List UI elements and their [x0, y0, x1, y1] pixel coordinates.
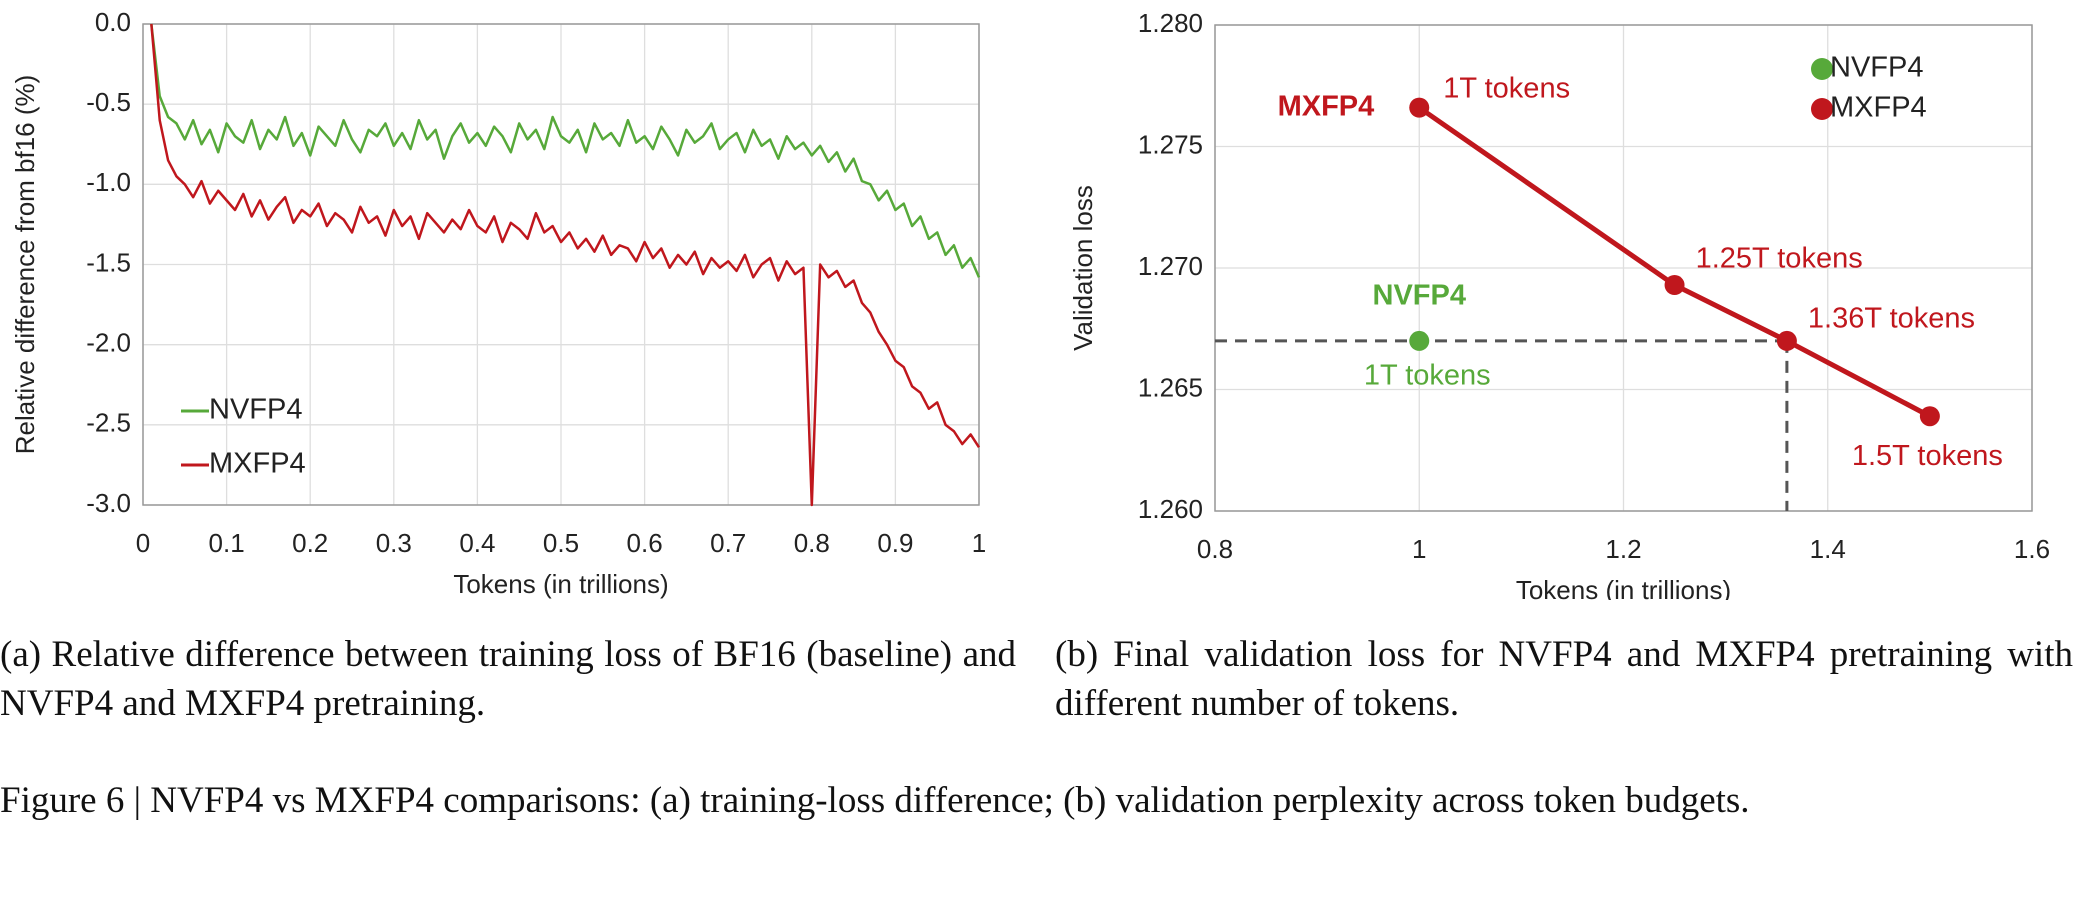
- legend-label: MXFP4: [1830, 92, 1927, 124]
- legend-label: MXFP4: [209, 448, 306, 480]
- x-tick-label: 0.8: [1197, 534, 1233, 564]
- data-line: [150, 23, 981, 278]
- x-tick-label: 1: [972, 528, 986, 558]
- legend-marker: [1811, 98, 1833, 120]
- plot-frame: [142, 23, 980, 506]
- x-tick-label: 0.7: [710, 528, 746, 558]
- y-tick-label: -1.0: [86, 167, 131, 197]
- x-axis-title: Tokens (in trillions): [453, 569, 668, 599]
- x-tick-label: 1: [1412, 534, 1426, 564]
- y-tick-label: -2.5: [86, 408, 131, 438]
- y-axis-title: Relative difference from bf16 (%): [10, 75, 40, 455]
- x-tick-label: 0.3: [376, 528, 412, 558]
- y-tick-label: 1.260: [1138, 494, 1203, 524]
- x-tick-label: 1.4: [1810, 534, 1846, 564]
- y-tick-label: -1.5: [86, 247, 131, 277]
- data-point: [1409, 330, 1430, 351]
- plot-frame: [1214, 24, 2033, 512]
- y-axis-title: Validation loss: [1068, 185, 1098, 351]
- x-tick-label: 0.1: [209, 528, 245, 558]
- x-tick-label: 0.2: [292, 528, 328, 558]
- data-point: [1776, 330, 1797, 351]
- x-tick-label: 1.6: [2014, 534, 2050, 564]
- data-point: [1919, 406, 1940, 427]
- x-tick-label: 1.2: [1605, 534, 1641, 564]
- data-line: [1417, 105, 1932, 419]
- series-annotation: NVFP4: [1373, 280, 1466, 312]
- y-tick-label: -3.0: [86, 488, 131, 518]
- data-point: [1664, 275, 1685, 296]
- point-label: 1.25T tokens: [1696, 243, 1863, 275]
- subcaption: (b) Final validation loss for NVFP4 and …: [1055, 634, 2073, 724]
- legend-label: NVFP4: [209, 394, 302, 426]
- x-tick-label: 0.4: [459, 528, 495, 558]
- data-point: [1409, 97, 1430, 118]
- point-label: 1.36T tokens: [1808, 303, 1975, 335]
- figure: 0.0 -0.5 -1.0 -1.5 -2.0 -2.5 -3.00 0.1 0.2 0.3 0.4…: [10, 7, 2050, 600]
- series-annotation: MXFP4: [1278, 90, 1375, 122]
- y-tick-label: 1.270: [1138, 251, 1203, 281]
- x-tick-label: 0: [136, 528, 150, 558]
- legend-marker: [1811, 58, 1833, 80]
- point-label: 1T tokens: [1443, 72, 1570, 104]
- y-tick-label: 1.280: [1138, 8, 1203, 38]
- y-tick-label: -2.0: [86, 328, 131, 358]
- point-label: 1.5T tokens: [1852, 440, 2003, 472]
- x-tick-label: 0.5: [543, 528, 579, 558]
- y-tick-label: 0.0: [95, 7, 131, 37]
- x-tick-label: 0.9: [877, 528, 913, 558]
- x-tick-label: 0.8: [794, 528, 830, 558]
- x-axis-title: Tokens (in trillions): [1516, 575, 1731, 600]
- y-tick-label: -0.5: [86, 87, 131, 117]
- legend-label: NVFP4: [1830, 52, 1923, 84]
- subcaption: (a) Relative difference between training…: [0, 634, 1016, 724]
- y-tick-label: 1.265: [1138, 372, 1203, 402]
- x-tick-label: 0.6: [627, 528, 663, 558]
- point-label: 1T tokens: [1364, 360, 1491, 392]
- figure-caption: Figure 6 | NVFP4 vs MXFP4 comparisons: (…: [0, 780, 1750, 821]
- data-line: [150, 23, 981, 507]
- y-tick-label: 1.275: [1138, 129, 1203, 159]
